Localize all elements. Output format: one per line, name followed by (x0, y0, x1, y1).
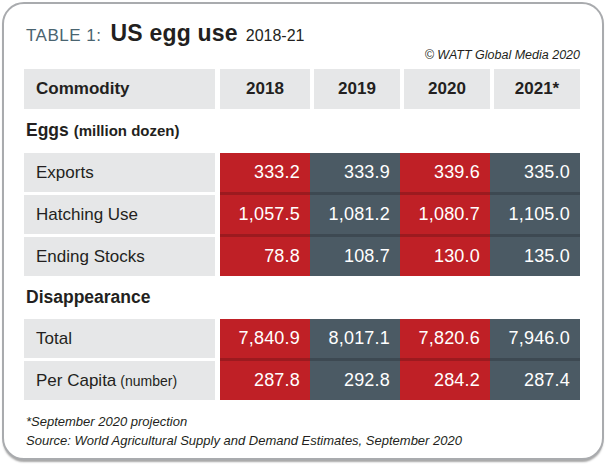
row-label: Per Capita (number) (24, 358, 215, 400)
table-number-label: TABLE 1: (26, 26, 102, 46)
value-cell-2020: 7,820.6 (400, 316, 490, 358)
table-row-ending-stocks: Ending Stocks 78.8 108.7 130.0 135.0 (24, 234, 580, 276)
row-label: Total (24, 316, 215, 358)
table-row-hatching-use: Hatching Use 1,057.5 1,081.2 1,080.7 1,1… (24, 192, 580, 234)
value-cell-2021: 1,105.0 (490, 192, 580, 234)
column-header-2021: 2021* (490, 69, 580, 109)
value-cell-2018: 1,057.5 (220, 192, 310, 234)
value-cell-2018: 333.2 (220, 150, 310, 192)
section-disappearance-rows: Total 7,840.9 8,017.1 7,820.6 7,946.0 Pe… (24, 316, 582, 400)
value-cell-2021: 335.0 (490, 150, 580, 192)
value-cell-2020: 130.0 (400, 234, 490, 276)
table-card: TABLE 1: US egg use 2018-21 © WATT Globa… (2, 2, 604, 460)
value-cell-2021: 7,946.0 (490, 316, 580, 358)
row-label-unit-note: (number) (120, 373, 177, 389)
value-cell-2019: 292.8 (310, 358, 400, 400)
source-line: Source: World Agricultural Supply and De… (26, 431, 582, 450)
row-label: Ending Stocks (24, 234, 215, 276)
section-eggs-label: Eggs (26, 120, 69, 140)
value-cell-2018: 78.8 (220, 234, 310, 276)
row-label: Exports (24, 150, 215, 192)
copyright-note: © WATT Global Media 2020 (24, 47, 580, 63)
value-cell-2019: 108.7 (310, 234, 400, 276)
row-label-text: Per Capita (36, 371, 116, 391)
section-eggs-rows: Exports 333.2 333.9 339.6 335.0 Hatching… (24, 150, 582, 276)
title-year-range: 2018-21 (246, 27, 305, 45)
value-cell-2020: 284.2 (400, 358, 490, 400)
column-header-commodity: Commodity (24, 69, 215, 109)
section-header-eggs: Eggs (million dozen) (26, 118, 582, 143)
section-disappearance-label: Disappearance (26, 287, 151, 307)
table-title: TABLE 1: US egg use 2018-21 (26, 20, 582, 47)
value-cell-2018: 7,840.9 (220, 316, 310, 358)
value-cell-2020: 339.6 (400, 150, 490, 192)
table-row-total: Total 7,840.9 8,017.1 7,820.6 7,946.0 (24, 316, 580, 358)
table-row-exports: Exports 333.2 333.9 339.6 335.0 (24, 150, 580, 192)
value-cell-2019: 8,017.1 (310, 316, 400, 358)
value-cell-2021: 287.4 (490, 358, 580, 400)
value-cell-2020: 1,080.7 (400, 192, 490, 234)
value-cell-2019: 333.9 (310, 150, 400, 192)
projection-footnote: *September 2020 projection (26, 412, 582, 431)
column-header-2019: 2019 (310, 69, 400, 109)
page-title: US egg use (111, 20, 238, 47)
column-header-2020: 2020 (400, 69, 490, 109)
column-header-2018: 2018 (220, 69, 310, 109)
table-header-row: Commodity 2018 2019 2020 2021* (24, 69, 580, 109)
footnotes: *September 2020 projection Source: World… (26, 412, 582, 450)
table-row-per-capita: Per Capita (number) 287.8 292.8 284.2 28… (24, 358, 580, 400)
section-eggs-unit-note: (million dozen) (74, 122, 180, 139)
value-cell-2018: 287.8 (220, 358, 310, 400)
value-cell-2019: 1,081.2 (310, 192, 400, 234)
section-header-disappearance: Disappearance (26, 285, 582, 309)
row-label: Hatching Use (24, 192, 215, 234)
value-cell-2021: 135.0 (490, 234, 580, 276)
